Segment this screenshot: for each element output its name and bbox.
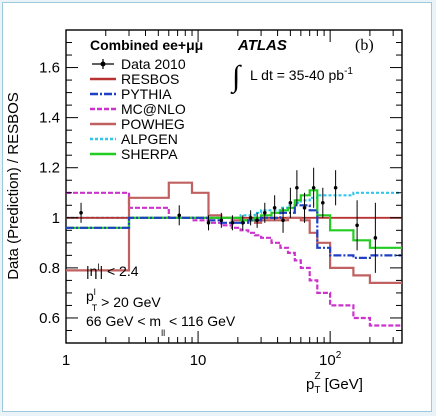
data-point [255, 212, 259, 228]
integral-sign: ∫ [230, 60, 242, 95]
legend-item-resbos: RESBOS [90, 71, 179, 87]
x-axis-label: pTZ [GeV] [306, 371, 363, 396]
data-point [281, 207, 285, 233]
y-tick-label: 0.8 [39, 260, 60, 277]
channel-label: Combined ee+μμ [90, 37, 203, 53]
cut-label: |ηl| < 2.4 [86, 262, 139, 279]
legend-item-powheg: POWHEG [90, 116, 185, 132]
x-tick-label: 102 [319, 350, 342, 369]
data-point [206, 215, 211, 231]
cut-label: pl T > 20 GeV [86, 287, 161, 313]
data-point [373, 202, 378, 273]
data-point [311, 167, 316, 208]
data-point [248, 210, 253, 226]
data-point [321, 187, 325, 218]
data-point [230, 215, 235, 231]
panel-label: (b) [355, 37, 374, 54]
data-point [240, 215, 245, 231]
series-sherpa-line [66, 189, 402, 249]
ticks-layer: 1 10 102 0.6 0.8 1 1.2 1.4 1.6 [39, 30, 402, 369]
legend-label: Data 2010 [121, 56, 186, 72]
data-point [295, 170, 299, 206]
x-tick-label: 10 [190, 352, 207, 369]
legend-label: ALPGEN [121, 131, 178, 147]
atlas-label: ATLAS [237, 37, 287, 54]
data-point [288, 187, 293, 218]
legend-label: PYTHIA [121, 86, 172, 102]
data-point [302, 192, 307, 223]
x-tick-label: 1 [62, 352, 70, 369]
luminosity-label: L dt = 35-40 pb-1 [250, 66, 353, 83]
legend-item-data-2010: Data 2010 [92, 56, 186, 72]
legend-label: POWHEG [121, 116, 185, 132]
data-point [219, 212, 224, 228]
series-mc-nlo-line [66, 191, 402, 327]
legend: Data 2010RESBOSPYTHIAMC@NLOPOWHEGALPGENS… [90, 56, 186, 162]
legend-label: SHERPA [121, 146, 178, 162]
legend-item-mc-nlo: MC@NLO [90, 101, 186, 117]
data-point [262, 202, 267, 223]
y-tick-label: 0.6 [39, 310, 60, 327]
legend-item-sherpa: SHERPA [90, 146, 178, 162]
y-tick-label: 1 [52, 210, 60, 227]
legend-label: RESBOS [121, 71, 179, 87]
y-axis-label: Data (Prediction) / RESBOS [5, 92, 22, 280]
data-point [355, 200, 359, 251]
y-tick-label: 1.2 [39, 160, 60, 177]
cut-label: 66 GeV < mll < 116 GeV [86, 313, 236, 338]
legend-item-alpgen: ALPGEN [90, 131, 178, 147]
plot-area [65, 29, 403, 344]
y-tick-label: 1.4 [39, 110, 60, 127]
legend-label: MC@NLO [121, 101, 186, 117]
y-tick-label: 1.6 [39, 60, 60, 77]
legend-item-pythia: PYTHIA [90, 86, 172, 102]
data-point [177, 205, 182, 226]
curves-layer [66, 167, 402, 327]
data-point [333, 170, 338, 206]
data-point [272, 195, 277, 221]
data-point [79, 202, 83, 223]
series-pythia-line [66, 204, 402, 259]
